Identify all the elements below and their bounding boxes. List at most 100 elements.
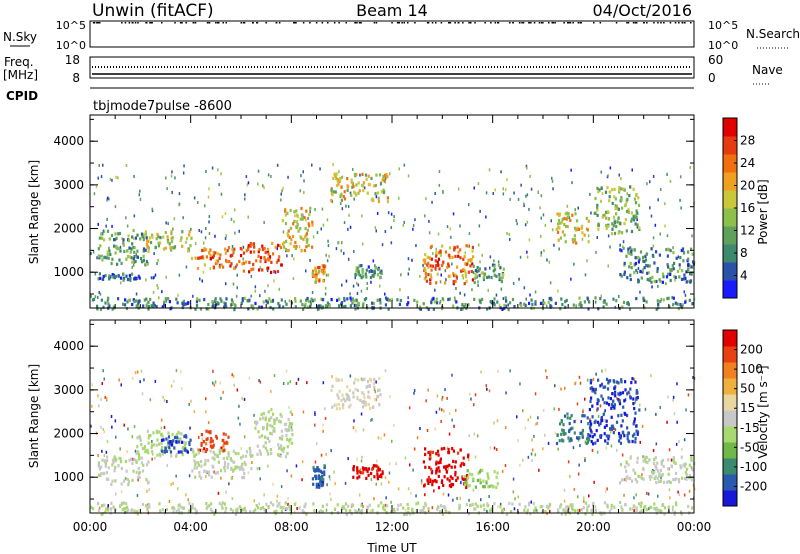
noise-echo-cell [504, 426, 507, 430]
echo-cell [103, 459, 106, 463]
nsky-dot [567, 22, 569, 24]
echo-cell [341, 404, 344, 408]
noise-echo-cell [408, 406, 411, 410]
noise-echo-cell [398, 196, 400, 200]
echo-cell [557, 222, 560, 226]
noise-echo-cell [398, 167, 400, 171]
echo-cell [599, 384, 602, 388]
echo-cell [580, 304, 583, 308]
echo-cell [377, 267, 380, 272]
noise-echo-cell [497, 369, 499, 373]
echo-cell [355, 193, 358, 197]
echo-cell [653, 502, 656, 506]
echo-cell [674, 301, 677, 305]
echo-cell [474, 485, 477, 489]
echo-cell [371, 467, 374, 471]
echo-cell [148, 236, 151, 240]
echo-cell [188, 442, 191, 447]
noise-echo-cell [454, 296, 456, 300]
echo-cell [630, 229, 634, 234]
echo-cell [171, 236, 174, 240]
echo-cell [587, 422, 590, 426]
noise-echo-cell [305, 269, 307, 273]
noise-echo-cell [659, 406, 661, 409]
echo-cell [689, 280, 692, 284]
echo-cell [362, 467, 365, 471]
echo-cell [648, 278, 651, 282]
echo-cell [422, 460, 425, 464]
echo-cell [188, 441, 191, 445]
echo-cell [306, 305, 309, 309]
echo-cell [613, 221, 617, 225]
noise-echo-cell [604, 490, 607, 493]
echo-cell [197, 461, 200, 465]
x-tick-label: 00:00 [73, 520, 108, 534]
noise-echo-cell [408, 267, 410, 271]
noise-echo-cell [534, 290, 537, 294]
echo-cell [676, 302, 679, 306]
echo-cell [300, 248, 303, 252]
echo-cell [564, 512, 567, 516]
echo-cell [167, 435, 171, 439]
echo-cell [575, 228, 578, 232]
nsky-dot [338, 22, 340, 24]
echo-cell [493, 470, 496, 474]
noise-echo-cell [214, 380, 217, 384]
noise-echo-cell [330, 497, 332, 501]
echo-cell [337, 182, 340, 186]
echo-cell [461, 303, 464, 307]
echo-cell [673, 510, 677, 514]
echo-cell [363, 298, 366, 302]
noise-echo-cell [152, 290, 155, 294]
echo-cell [620, 274, 623, 278]
echo-cell [667, 467, 670, 471]
echo-cell [422, 302, 425, 306]
echo-cell [146, 245, 149, 249]
echo-cell [227, 435, 230, 439]
noise-echo-cell [193, 196, 196, 200]
noise-echo-cell [538, 468, 540, 472]
echo-cell [463, 305, 466, 309]
echo-cell [658, 253, 661, 257]
echo-cell [295, 209, 298, 213]
noise-echo-cell [385, 496, 387, 500]
noise-echo-cell [338, 241, 340, 245]
echo-cell [184, 434, 187, 438]
echo-cell [372, 464, 375, 468]
echo-cell [200, 441, 203, 446]
echo-cell [317, 304, 320, 308]
echo-cell [606, 387, 610, 391]
echo-cell [108, 249, 111, 253]
noise-echo-cell [461, 475, 463, 479]
echo-cell [427, 450, 430, 455]
echo-cell [158, 430, 161, 434]
echo-cell [184, 441, 187, 445]
echo-cell [643, 266, 646, 270]
echo-cell [182, 506, 185, 510]
noise-echo-cell [205, 397, 207, 401]
echo-cell [314, 280, 317, 284]
echo-cell [161, 449, 164, 453]
velocity-echoes [90, 368, 696, 517]
echo-cell [254, 508, 257, 512]
noise-echo-cell [621, 453, 624, 457]
noise-echo-cell [424, 493, 426, 497]
echo-cell [335, 172, 338, 176]
echo-cell [141, 502, 144, 506]
noise-echo-cell [111, 178, 113, 182]
noise-echo-cell [373, 388, 376, 391]
noise-echo-cell [689, 166, 691, 170]
nsky-dot [552, 22, 555, 24]
echo-cell [257, 250, 260, 254]
echo-cell [104, 464, 107, 468]
echo-cell [435, 462, 438, 466]
noise-echo-cell [173, 217, 176, 221]
nsearch-tick-bottom: 10^0 [708, 39, 738, 52]
echo-cell [114, 274, 118, 279]
noise-echo-cell [666, 234, 669, 238]
echo-cell [257, 430, 260, 434]
noise-echo-cell [347, 205, 350, 208]
echo-cell [111, 273, 114, 277]
echo-cell [110, 507, 113, 511]
echo-cell [572, 303, 575, 307]
